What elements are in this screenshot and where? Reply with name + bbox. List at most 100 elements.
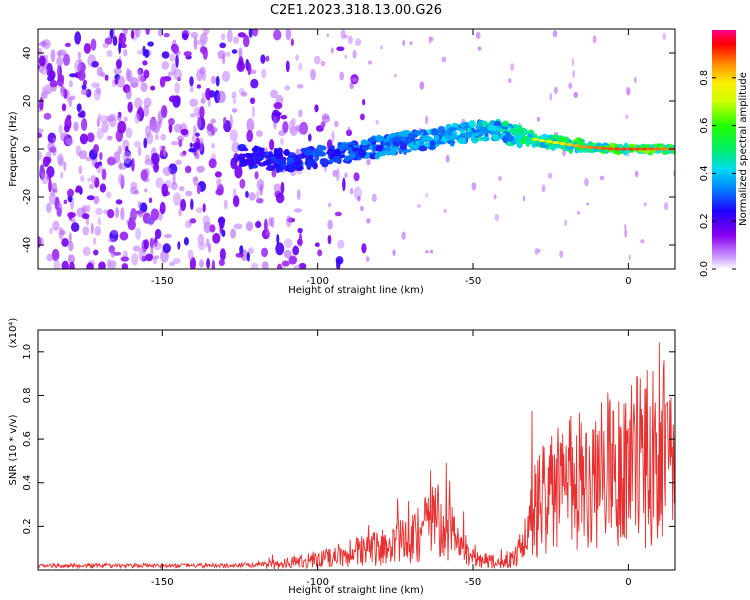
heatmap-ridge-core (600, 146, 608, 150)
heatmap-noise-cell (196, 84, 202, 89)
bottom-x-axis-label: Height of straight line (km) (288, 585, 424, 596)
heatmap-ridge-core (613, 147, 621, 151)
heatmap-speck (568, 82, 573, 90)
heatmap-ridge-cell (307, 158, 315, 165)
heatmap-noise-cell (180, 128, 189, 136)
bottom-y-tick-label: 0.2 (22, 518, 33, 534)
heatmap-noise-cell (229, 129, 239, 142)
heatmap-noise-cell (293, 265, 302, 269)
heatmap-noise-cell (68, 232, 72, 244)
top-x-tick-label: -100 (306, 276, 329, 287)
heatmap-noise-cell (211, 142, 216, 149)
heatmap-noise-cell (115, 199, 123, 205)
heatmap-speck (663, 201, 669, 211)
heatmap-noise-cell (175, 159, 182, 165)
heatmap-ridge-cell (346, 146, 352, 151)
heatmap-noise-cell (298, 62, 303, 71)
heatmap-noise-cell (189, 113, 197, 118)
heatmap-speck (326, 33, 329, 38)
heatmap-noise-cell (116, 75, 125, 88)
heatmap-noise-cell (48, 192, 57, 205)
heatmap-speck (633, 76, 637, 84)
heatmap-noise-cell (245, 190, 249, 198)
heatmap-noise-cell (80, 118, 88, 131)
heatmap-noise-cell (155, 134, 159, 141)
heatmap-noise-cell (143, 239, 149, 250)
heatmap-noise-cell (247, 247, 254, 254)
heatmap-noise-cell (86, 204, 91, 213)
heatmap-noise-cell (46, 202, 52, 214)
heatmap-ridge-cell (277, 152, 283, 159)
heatmap-noise-cell (296, 83, 304, 89)
heatmap-noise-cell (273, 183, 281, 193)
heatmap-noise-cell (285, 215, 292, 227)
heatmap-ridge-cell (360, 139, 369, 147)
heatmap-speck (392, 249, 396, 256)
heatmap-noise-cell (76, 103, 82, 112)
heatmap-noise-cell (38, 55, 46, 67)
heatmap-noise-cell (69, 73, 78, 78)
heatmap-noise-cell (143, 104, 150, 117)
heatmap-speck (552, 29, 558, 38)
colorbar-tick-label: 0.6 (699, 118, 710, 134)
heatmap-noise-cell (41, 86, 46, 97)
heatmap-noise-cell (161, 51, 170, 59)
heatmap-noise-cell (120, 256, 130, 262)
heatmap-noise-cell (91, 82, 101, 88)
heatmap-noise-cell (163, 234, 172, 239)
heatmap-speck (522, 195, 526, 202)
heatmap-noise-cell (232, 99, 237, 104)
heatmap-noise-cell (196, 39, 205, 46)
heatmap-speck (357, 195, 361, 202)
heatmap-noise-cell (69, 261, 75, 269)
bottom-y-tick-label: 1.0 (22, 344, 33, 360)
heatmap-ridge-cell (357, 149, 367, 158)
heatmap-noise-cell (144, 253, 154, 262)
heatmap-speck (349, 187, 354, 195)
heatmap-noise-cell (184, 220, 192, 229)
heatmap-ridge-cell (385, 141, 392, 147)
heatmap-ridge-cell (411, 133, 418, 139)
heatmap-noise-cell (53, 258, 60, 269)
heatmap-ridge-cell (273, 147, 278, 154)
heatmap-noise-cell (238, 47, 243, 59)
heatmap-noise-cell (254, 171, 259, 180)
heatmap-noise-cell (99, 183, 107, 193)
heatmap-ridge-cell (541, 133, 548, 139)
heatmap-speck (409, 41, 413, 46)
heatmap-noise-cell (246, 118, 255, 132)
heatmap-noise-cell (63, 161, 67, 172)
heatmap-noise-cell (314, 242, 320, 247)
heatmap-noise-cell (56, 153, 64, 165)
heatmap-noise-cell (137, 69, 142, 82)
heatmap-noise-cell (189, 98, 199, 108)
heatmap-noise-cell (115, 207, 119, 219)
heatmap-ridge-cell (320, 145, 327, 151)
heatmap-noise-cell (269, 89, 278, 99)
heatmap-speck (573, 91, 579, 99)
heatmap-noise-cell (81, 213, 90, 220)
heatmap-noise-cell (210, 118, 216, 124)
heatmap-noise-cell (214, 171, 222, 178)
heatmap-noise-cell (202, 70, 207, 82)
heatmap-noise-cell (327, 234, 332, 245)
heatmap-ridge-cell (265, 165, 276, 172)
heatmap-noise-cell (108, 238, 116, 243)
heatmap-ridge-cell (513, 134, 520, 140)
heatmap-noise-cell (232, 195, 240, 208)
heatmap-ridge-cell (276, 159, 286, 165)
heatmap-speck (549, 92, 552, 101)
heatmap-noise-cell (90, 222, 94, 235)
heatmap-ridge-cell (466, 129, 474, 138)
heatmap-ridge-cell (472, 132, 480, 136)
heatmap-noise-cell (108, 260, 117, 269)
heatmap-noise-cell (276, 233, 280, 245)
heatmap-noise-cell (154, 228, 162, 240)
heatmap-noise-cell (197, 116, 202, 129)
heatmap-ridge-cell (304, 149, 313, 156)
heatmap-speck (366, 218, 371, 224)
heatmap-noise-cell (38, 48, 43, 56)
heatmap-noise-cell (183, 51, 192, 57)
heatmap-noise-cell (218, 231, 223, 237)
heatmap-noise-cell (56, 50, 64, 57)
